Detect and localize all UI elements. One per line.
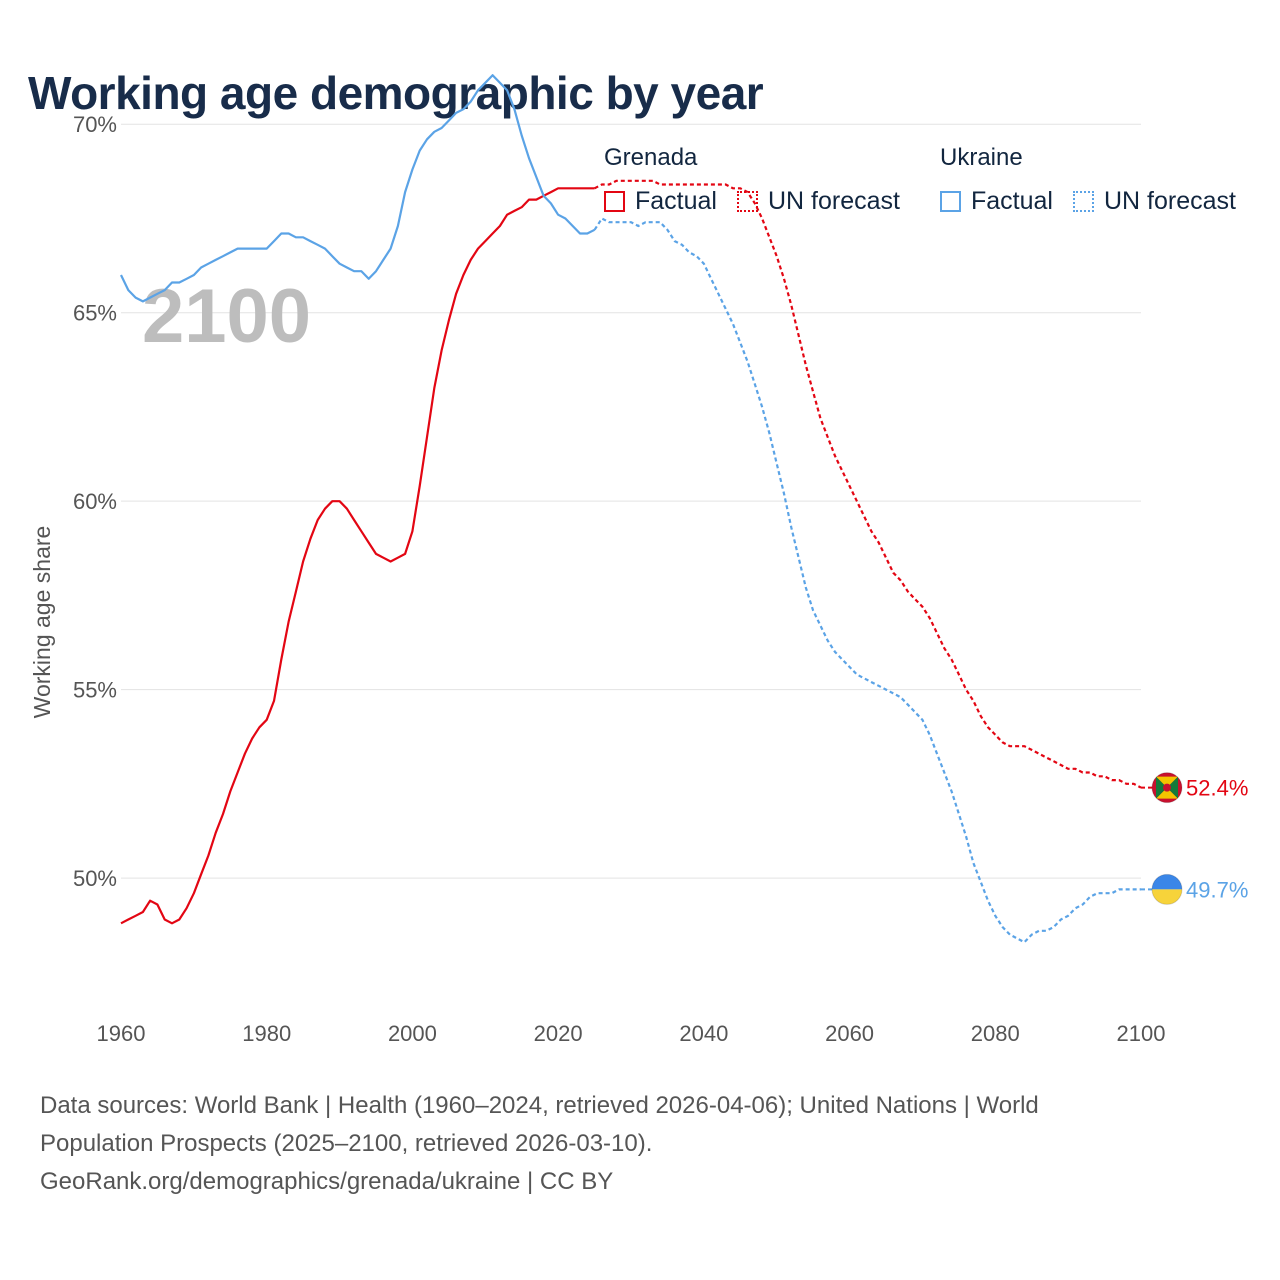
ukraine-end-value-label: 49.7% (1186, 877, 1248, 902)
grenada-end-value-label: 52.4% (1186, 776, 1248, 801)
x-tick-label: 2100 (1117, 1021, 1166, 1046)
x-tick-label: 2080 (971, 1021, 1020, 1046)
line-chart: 2100 Working age share 50% 55% 60% 65% 70% 1… (29, 74, 1248, 1046)
legend-label: UN forecast (768, 186, 900, 215)
ukraine-forecast-line[interactable] (593, 217, 1141, 944)
y-axis-label: Working age share (29, 526, 55, 719)
x-tick-label: 2060 (825, 1021, 874, 1046)
legend-group-ukraine: Ukraine (940, 144, 1023, 171)
ukraine-factual-line[interactable] (120, 74, 596, 303)
y-tick-label: 65% (73, 301, 117, 326)
footer-sources-line1: Data sources: World Bank | Health (1960–… (40, 1092, 1039, 1119)
legend-grenada-factual[interactable]: Factual (604, 185, 717, 217)
x-tick-label: 2040 (679, 1021, 728, 1046)
y-tick-label: 70% (73, 112, 117, 137)
footer: Data sources: World Bank | Health (1960–… (40, 1087, 1220, 1201)
legend-ukraine-forecast[interactable]: UN forecast (1073, 185, 1236, 217)
x-tick-label: 2020 (534, 1021, 583, 1046)
gridlines (121, 123, 1141, 879)
legend-ukraine-factual[interactable]: Factual (940, 185, 1053, 217)
ukraine-flag (1151, 873, 1183, 905)
x-tick-label: 1960 (97, 1021, 146, 1046)
legend-group-grenada: Grenada (604, 144, 698, 171)
y-tick-label: 60% (73, 489, 117, 514)
grenada-factual-line[interactable] (120, 187, 595, 925)
chart-title: Working age demographic by year (28, 67, 764, 119)
x-tick-label: 1980 (242, 1021, 291, 1046)
legend-dotted-swatch (1073, 190, 1094, 212)
legend-grenada-forecast[interactable]: UN forecast (737, 185, 900, 217)
year-watermark: 2100 (142, 274, 311, 359)
series-lines (120, 74, 1142, 944)
x-tick-label: 2000 (388, 1021, 437, 1046)
legend-label: Factual (971, 186, 1053, 215)
y-tick-label: 55% (73, 678, 117, 703)
footer-sources-line2: Population Prospects (2025–2100, retriev… (40, 1130, 653, 1157)
footer-attribution[interactable]: GeoRank.org/demographics/grenada/ukraine… (40, 1168, 614, 1195)
y-axis-ticks: 50% 55% 60% 65% 70% (73, 112, 117, 891)
grenada-forecast-line[interactable] (594, 179, 1142, 789)
series-end-markers: 52.4% 49.7% (1141, 772, 1248, 905)
legend-label: Factual (635, 186, 717, 215)
legend-solid-swatch (940, 190, 961, 212)
legend-label: UN forecast (1104, 186, 1236, 215)
legend-solid-swatch (604, 190, 625, 212)
y-tick-label: 50% (73, 866, 117, 891)
grenada-flag (1151, 772, 1183, 804)
x-axis-ticks: 1960 1980 2000 2020 2040 2060 2080 2100 (97, 1021, 1166, 1046)
